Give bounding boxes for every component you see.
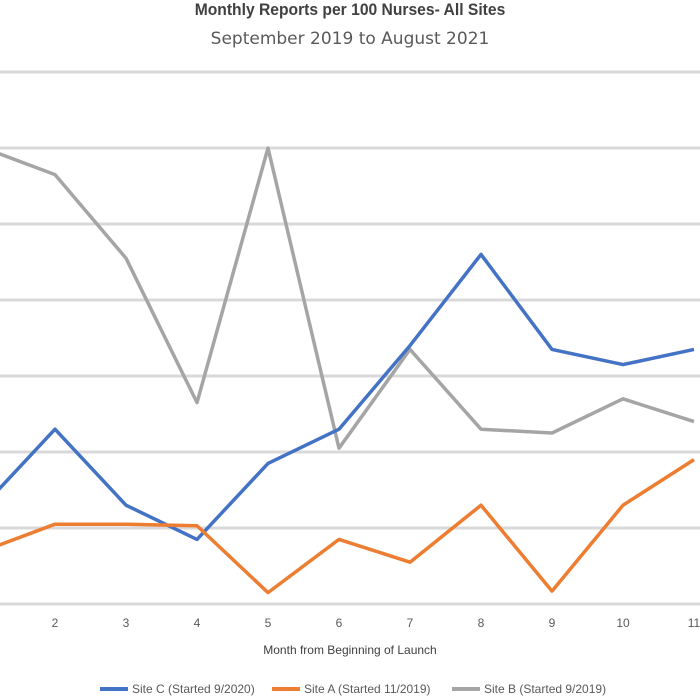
legend-label: Site A (Started 11/2019): [304, 682, 431, 696]
x-tick-label: 3: [123, 616, 130, 630]
series-line-site-c: [0, 252, 695, 542]
chart-subtitle: September 2019 to August 2021: [210, 29, 490, 49]
legend-swatch: [272, 687, 300, 691]
x-tick-label: 11: [688, 616, 700, 630]
series-line-site-b: [0, 146, 695, 450]
x-tick-label: 2: [52, 616, 59, 630]
legend-item-site-b: Site B (Started 9/2019): [452, 682, 606, 696]
legend-label: Site C (Started 9/2020): [132, 682, 255, 696]
series-line-site-a: [0, 458, 695, 595]
legend: Site C (Started 9/2020) Site A (Started …: [0, 682, 700, 700]
legend-item-site-c: Site C (Started 9/2020): [100, 682, 255, 696]
x-tick-label: 5: [265, 616, 272, 630]
x-tick-label: 6: [336, 616, 343, 630]
x-tick-label: 9: [549, 616, 556, 630]
chart-title: Monthly Reports per 100 Nurses- All Site…: [194, 0, 506, 19]
x-tick-label: 8: [478, 616, 485, 630]
legend-item-site-a: Site A (Started 11/2019): [272, 682, 431, 696]
x-tick-label: 10: [616, 616, 630, 630]
legend-label: Site B (Started 9/2019): [484, 682, 607, 696]
gridlines: [0, 70, 700, 606]
x-tick-labels: 2 3 4 5 6 7 8 9 10 11: [52, 616, 700, 630]
series-lines: [0, 146, 695, 595]
legend-swatch: [452, 687, 480, 691]
x-tick-label: 4: [194, 616, 201, 630]
legend-swatch: [100, 687, 128, 691]
x-tick-label: 7: [407, 616, 414, 630]
x-axis-label: Month from Beginning of Launch: [263, 643, 436, 657]
